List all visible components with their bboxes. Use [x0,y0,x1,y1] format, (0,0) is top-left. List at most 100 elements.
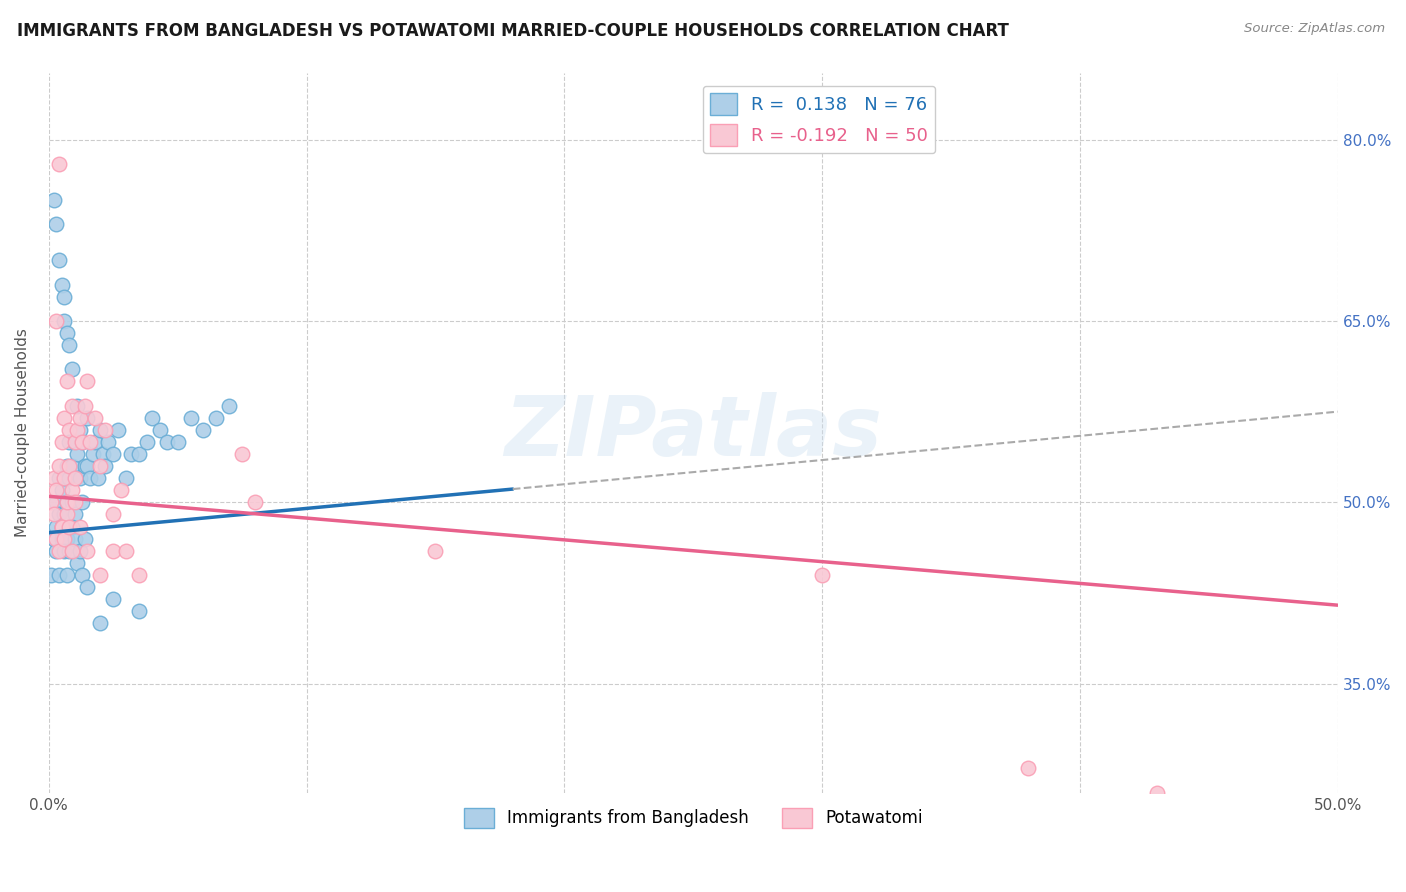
Point [58,423,80,437]
Point [103,447,125,461]
Point [84,410,107,425]
Point [166,434,188,449]
Point [41,495,63,509]
Point [58,519,80,533]
Point [87,471,110,485]
Point [45,217,67,231]
Point [72,434,94,449]
Point [56,495,79,509]
Point [51,519,73,533]
Text: Source: ZipAtlas.com: Source: ZipAtlas.com [1244,22,1385,36]
Point [103,543,125,558]
Point [103,508,125,522]
Point [48,253,70,268]
Point [56,508,79,522]
Legend: Immigrants from Bangladesh, Potawatomi: Immigrants from Bangladesh, Potawatomi [457,801,929,835]
Point [42,471,65,485]
Point [51,532,73,546]
Point [120,447,142,461]
Point [103,592,125,607]
Point [69,519,91,533]
Point [45,314,67,328]
Point [1017,762,1039,776]
Point [58,471,80,485]
Point [89,568,111,582]
Point [48,157,70,171]
Point [149,423,172,437]
Point [72,495,94,509]
Point [76,580,98,594]
Point [48,471,70,485]
Point [48,568,70,582]
Point [51,483,73,498]
Point [231,447,253,461]
Point [60,483,83,498]
Point [48,543,70,558]
Point [135,434,157,449]
Point [73,399,96,413]
Point [56,326,79,340]
Point [128,447,150,461]
Point [51,519,73,533]
Point [811,568,834,582]
Point [63,471,86,485]
Point [56,459,79,474]
Point [53,508,76,522]
Y-axis label: Married-couple Households: Married-couple Households [15,328,30,537]
Point [53,314,76,328]
Point [84,434,107,449]
Point [72,568,94,582]
Point [243,495,266,509]
Point [51,519,73,533]
Point [53,471,76,485]
Point [45,495,67,509]
Point [76,543,98,558]
Point [51,277,73,292]
Point [180,410,202,425]
Point [156,434,179,449]
Point [128,604,150,618]
Point [89,616,111,631]
Point [73,459,96,474]
Point [94,459,117,474]
Point [76,375,98,389]
Point [60,362,83,376]
Point [63,495,86,509]
Point [128,568,150,582]
Point [56,375,79,389]
Point [69,543,91,558]
Point [42,508,65,522]
Point [141,410,163,425]
Point [60,399,83,413]
Point [56,495,79,509]
Point [45,532,67,546]
Point [45,483,67,498]
Point [63,434,86,449]
Point [45,543,67,558]
Point [97,434,120,449]
Point [94,423,117,437]
Point [48,508,70,522]
Point [110,483,132,498]
Point [66,399,89,413]
Point [76,459,98,474]
Point [66,423,89,437]
Point [58,338,80,352]
Point [48,459,70,474]
Point [115,471,138,485]
Point [42,193,65,207]
Point [193,423,215,437]
Point [56,532,79,546]
Point [60,519,83,533]
Text: ZIPatlas: ZIPatlas [505,392,882,474]
Point [58,543,80,558]
Point [69,471,91,485]
Point [72,434,94,449]
Point [60,495,83,509]
Point [425,543,447,558]
Point [63,532,86,546]
Point [60,543,83,558]
Point [79,434,101,449]
Point [63,508,86,522]
Point [69,410,91,425]
